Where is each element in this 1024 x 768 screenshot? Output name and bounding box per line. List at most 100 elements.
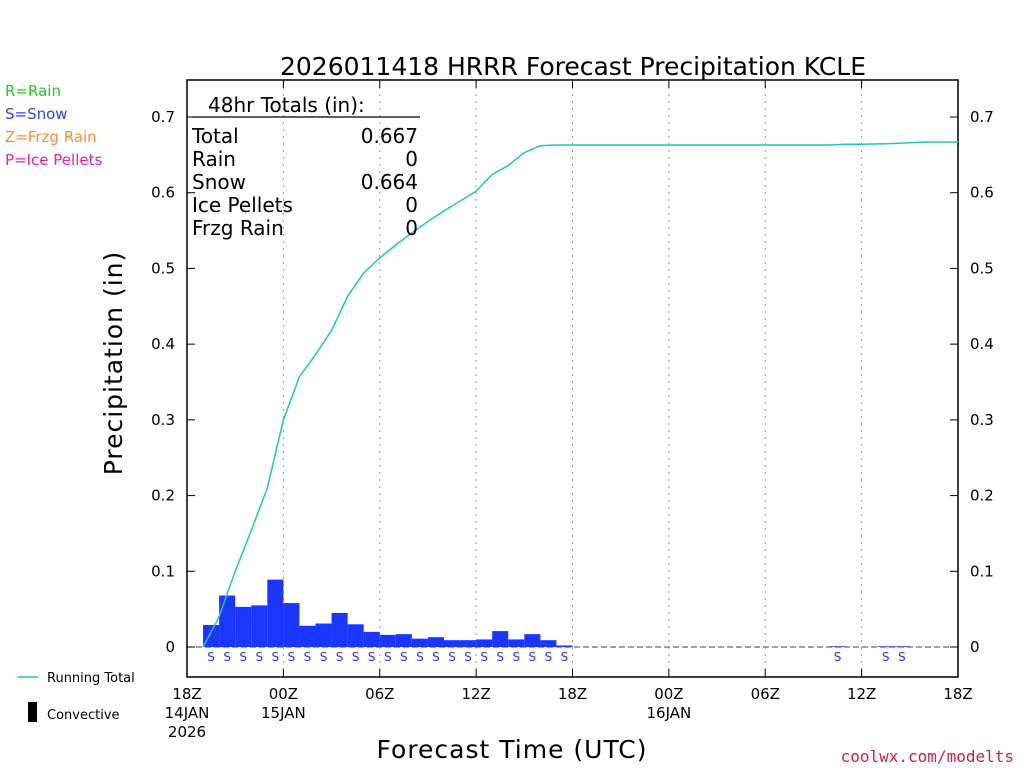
y-axis-ticks: 0 00.1 0.10.2 0.20.3 0.30.4 0.40.5 0.50.6 0.60.… xyxy=(151,108,994,656)
xtick-label-1: 00Z xyxy=(269,685,298,703)
totals-row-label-1: Rain xyxy=(192,147,236,171)
precip-bar-2 xyxy=(203,625,220,647)
ytick-left-label-5: 0.5 xyxy=(151,259,175,277)
y-axis-label: Precipitation (in) xyxy=(99,251,128,476)
ptype-marker-16: S xyxy=(432,650,440,664)
precip-bar-11 xyxy=(347,624,364,647)
precip-bar-7 xyxy=(283,603,300,647)
ptype-marker-14: S xyxy=(400,650,408,664)
totals-row-value-2: 0.664 xyxy=(361,170,418,194)
hourly-precip-bars xyxy=(203,579,910,647)
xtick-label-4: 18Z xyxy=(558,685,587,703)
xtick-label-3: 12Z xyxy=(461,685,490,703)
ytick-left-label-2: 0.2 xyxy=(151,487,175,505)
xtick-label-0: 18Z xyxy=(172,685,201,703)
totals-box: 48hr Totals (in): Total 0.667 Rain 0 Snow 0.6… xyxy=(191,93,420,240)
xtick-year-0: 2026 xyxy=(168,723,206,741)
ytick-right-label-5: 0.5 xyxy=(970,259,994,277)
precip-bar-15 xyxy=(411,638,428,647)
ytick-right-label-0: 0 xyxy=(970,638,980,656)
ptype-marker-11: S xyxy=(352,650,360,664)
type-legend-item-2: Z=Frzg Rain xyxy=(5,128,97,146)
xtick-label-8: 18Z xyxy=(943,685,972,703)
ptype-marker-6: S xyxy=(272,650,280,664)
precip-bar-23 xyxy=(540,640,557,647)
ptype-marker-20: S xyxy=(496,650,504,664)
ytick-right-label-7: 0.7 xyxy=(970,108,994,126)
bottom-legend: Running Total Convective xyxy=(18,671,135,723)
ptype-marker-9: S xyxy=(320,650,328,664)
precip-bar-41 xyxy=(829,646,846,647)
precip-bar-18 xyxy=(460,640,477,647)
convective-legend-label: Convective xyxy=(47,708,120,723)
precip-bar-44 xyxy=(877,646,894,647)
ptype-marker-21: S xyxy=(512,650,520,664)
xtick-date-0: 14JAN xyxy=(165,704,210,722)
totals-row-value-4: 0 xyxy=(405,216,418,240)
ptype-marker-15: S xyxy=(416,650,424,664)
convective-legend-swatch xyxy=(28,702,37,722)
x-axis-label: Forecast Time (UTC) xyxy=(377,735,648,764)
ptype-marker-23: S xyxy=(545,650,553,664)
precip-bar-20 xyxy=(492,631,509,647)
xtick-date-5: 16JAN xyxy=(647,704,692,722)
ptype-marker-17: S xyxy=(448,650,456,664)
ptype-marker-4: S xyxy=(239,650,247,664)
xtick-label-6: 06Z xyxy=(751,685,780,703)
running-total-legend-label: Running Total xyxy=(47,671,135,686)
ytick-left-label-1: 0.1 xyxy=(151,562,175,580)
totals-row-value-1: 0 xyxy=(405,147,418,171)
totals-row-value-0: 0.667 xyxy=(361,124,418,148)
ytick-left-label-6: 0.6 xyxy=(151,184,175,202)
ptype-marker-13: S xyxy=(384,650,392,664)
precip-bar-22 xyxy=(524,634,541,647)
type-legend-item-1: S=Snow xyxy=(5,105,68,123)
ytick-left-label-0: 0 xyxy=(165,638,175,656)
plot-frame xyxy=(186,79,959,678)
type-legend-item-3: P=Ice Pellets xyxy=(5,151,102,169)
totals-row-label-3: Ice Pellets xyxy=(192,193,293,217)
precip-bar-8 xyxy=(299,625,316,647)
ptype-marker-3: S xyxy=(223,650,231,664)
xtick-date-1: 15JAN xyxy=(261,704,306,722)
precip-bar-9 xyxy=(315,623,332,647)
ptype-marker-5: S xyxy=(255,650,263,664)
ptype-marker-24: S xyxy=(561,650,569,664)
ytick-left-label-7: 0.7 xyxy=(151,108,175,126)
ytick-right-label-2: 0.2 xyxy=(970,487,994,505)
chart-title: 2026011418 HRRR Forecast Precipitation K… xyxy=(280,52,866,81)
precip-bar-17 xyxy=(444,640,461,647)
ptype-marker-7: S xyxy=(288,650,296,664)
ytick-right-label-4: 0.4 xyxy=(970,335,994,353)
precip-bar-24 xyxy=(556,645,573,647)
xtick-label-7: 12Z xyxy=(847,685,876,703)
precip-bar-4 xyxy=(235,606,252,647)
precip-bar-3 xyxy=(219,595,236,647)
running-total-line xyxy=(202,141,958,648)
precip-bar-16 xyxy=(427,637,444,647)
precip-bar-13 xyxy=(379,634,396,647)
ptype-marker-18: S xyxy=(464,650,472,664)
ytick-left-label-4: 0.4 xyxy=(151,335,175,353)
ptype-marker-22: S xyxy=(529,650,537,664)
totals-row-value-3: 0 xyxy=(405,193,418,217)
ptype-marker-10: S xyxy=(336,650,344,664)
credit-text: coolwx.com/modelts xyxy=(841,747,1014,766)
totals-row-label-4: Frzg Rain xyxy=(192,216,284,240)
ptype-marker-19: S xyxy=(480,650,488,664)
vertical-gridlines xyxy=(282,80,863,677)
xtick-label-2: 06Z xyxy=(365,685,394,703)
ptype-marker-8: S xyxy=(304,650,312,664)
precip-bar-21 xyxy=(508,639,525,647)
ptype-marker-2: S xyxy=(207,650,215,664)
totals-header: 48hr Totals (in): xyxy=(208,93,365,117)
precip-bar-45 xyxy=(893,646,910,647)
totals-row-label-2: Snow xyxy=(192,170,246,194)
ytick-right-label-6: 0.6 xyxy=(970,184,994,202)
precip-bar-5 xyxy=(251,605,268,647)
xtick-label-5: 00Z xyxy=(654,685,683,703)
precip-bar-10 xyxy=(331,612,348,647)
